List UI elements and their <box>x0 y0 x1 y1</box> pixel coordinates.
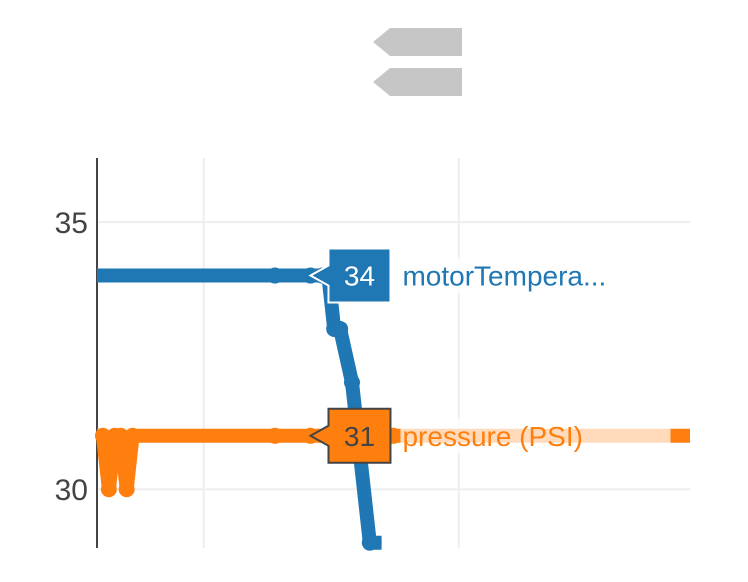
grid <box>97 158 690 548</box>
reset-axes-icon[interactable] <box>373 68 462 96</box>
hover-label-0: 34 motorTempera... <box>308 247 689 304</box>
hover-series-name: motorTempera... <box>402 261 606 292</box>
data-point[interactable] <box>332 320 349 337</box>
modebar[interactable] <box>373 28 462 96</box>
hover-series-name: pressure (PSI) <box>402 421 582 452</box>
data-point[interactable] <box>361 534 378 551</box>
hover-label-1: 31 pressure (PSI) <box>308 407 671 464</box>
y-tick-label: 30 <box>55 474 88 507</box>
hover-layer: 34 motorTempera... 31 pressure (PSI) <box>308 247 689 464</box>
zoom-out-icon[interactable] <box>373 28 462 56</box>
y-tick-label: 35 <box>55 207 88 240</box>
data-point[interactable] <box>124 427 141 444</box>
hover-value: 34 <box>344 261 375 292</box>
data-point[interactable] <box>118 481 135 498</box>
series-layer <box>94 267 690 551</box>
hover-name-bg <box>400 417 671 454</box>
hover-value: 31 <box>344 421 375 452</box>
data-point[interactable] <box>266 427 283 444</box>
hover-box <box>308 247 392 304</box>
data-point[interactable] <box>112 427 129 444</box>
axes: 30 35 <box>55 158 98 548</box>
hover-box <box>308 407 392 464</box>
data-point[interactable] <box>266 267 283 284</box>
data-point[interactable] <box>343 374 360 391</box>
data-point[interactable] <box>100 481 117 498</box>
hover-name-bg <box>400 257 689 294</box>
data-point[interactable] <box>94 427 111 444</box>
